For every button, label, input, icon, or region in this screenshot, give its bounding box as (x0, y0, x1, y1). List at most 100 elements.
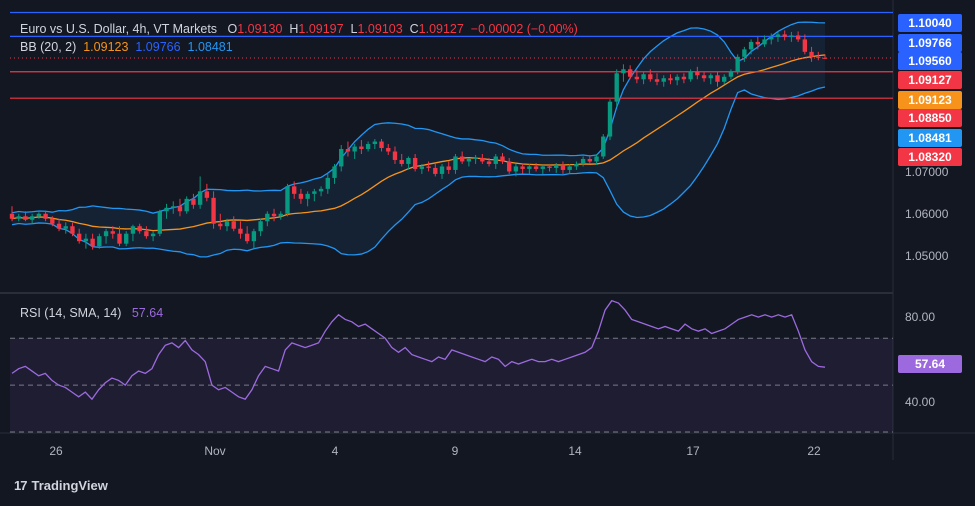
candle-body (466, 158, 472, 162)
candle-body (715, 75, 720, 82)
candle-body (251, 231, 257, 242)
high-value: 1.09197 (298, 22, 344, 36)
candle-body (755, 41, 760, 45)
high-label: H (289, 22, 299, 36)
time-label-4: 9 (451, 444, 459, 458)
symbol-header: Euro vs U.S. Dollar, 4h, VT Markets O1.0… (20, 22, 578, 36)
candle-body (554, 164, 559, 168)
candle-body (197, 191, 203, 205)
candle-body (735, 56, 740, 72)
candle-body (177, 206, 183, 212)
candle-body (90, 238, 95, 247)
close-label: C (409, 22, 419, 36)
candle-body (164, 207, 169, 212)
candle-body (339, 149, 344, 167)
candle-body (789, 35, 794, 37)
candle-body (574, 163, 579, 167)
candle-body (372, 141, 378, 145)
candle-body (775, 34, 781, 37)
time-label-7: 22 (807, 444, 821, 458)
tradingview-brand[interactable]: 17 TradingView (14, 478, 108, 493)
candle-body (722, 76, 727, 82)
candle-body (748, 41, 754, 50)
rsi-legend[interactable]: RSI (14, SMA, 14) 57.64 (20, 306, 163, 320)
candle-body (668, 78, 673, 81)
candle-body (587, 158, 593, 162)
change-value: −0.00002 (−0.00%) (470, 22, 578, 36)
rsi-name: RSI (14, SMA, 14) (20, 306, 122, 320)
time-label-5: 14 (568, 444, 582, 458)
candle-body (560, 164, 566, 170)
candle-body (298, 193, 304, 199)
price-tag-4: 1.09127 (898, 71, 962, 89)
candle-body (224, 221, 230, 227)
candle-body (507, 161, 512, 172)
candle-body (661, 78, 666, 82)
candle-body (63, 226, 68, 229)
candle-body (137, 226, 142, 232)
time-label-6: 17 (686, 444, 700, 458)
candle-body (769, 36, 774, 40)
candle-body (614, 73, 619, 102)
candle-body (681, 76, 687, 80)
bb-basis-value: 1.09123 (83, 40, 129, 54)
price-tag-3: 1.09560 (898, 52, 962, 70)
rsi-tick-40: 40.00 (905, 395, 936, 409)
candle-body (325, 177, 330, 189)
candle-body (144, 231, 149, 237)
time-label-2: Nov (204, 444, 226, 458)
candle-body (809, 51, 814, 57)
candle-body (594, 156, 599, 162)
candle-body (9, 213, 15, 219)
price-tag-6: 1.08850 (898, 109, 962, 127)
candle-body (36, 213, 42, 217)
candle-body (379, 141, 384, 149)
candle-body (285, 186, 290, 214)
candle-body (365, 144, 371, 150)
candle-body (386, 148, 391, 152)
candle-body (480, 157, 485, 162)
candle-body (130, 226, 136, 234)
candle-body (50, 218, 55, 224)
candle-body (547, 166, 552, 168)
candle-body (97, 236, 102, 247)
candle-body (345, 149, 351, 152)
bb-name: BB (20, 2) (20, 40, 77, 54)
candle-body (23, 216, 28, 220)
candle-body (782, 34, 787, 37)
candle-body (392, 151, 398, 160)
candle-body (433, 167, 438, 174)
bb-upper-value: 1.09766 (135, 40, 181, 54)
open-label: O (227, 22, 238, 36)
bb-basis-line (11, 54, 826, 232)
bb-lower-line (11, 86, 826, 258)
candle-body (231, 221, 236, 229)
candle-body (271, 213, 277, 217)
price-tick-1: 1.07000 (905, 165, 949, 179)
brand-name: TradingView (31, 478, 108, 493)
candle-body (244, 233, 250, 242)
bb-legend[interactable]: BB (20, 2) 1.09123 1.09766 1.08481 (20, 40, 233, 54)
candle-body (171, 206, 176, 208)
candle-body (439, 166, 445, 174)
bb-lower-value: 1.08481 (187, 40, 233, 54)
candle-body (486, 161, 492, 164)
candle-body (520, 166, 525, 169)
candle-body (627, 69, 633, 77)
candle-body (43, 213, 48, 219)
candle-body (292, 186, 297, 194)
candle-body (580, 158, 586, 164)
candle-body (473, 157, 478, 159)
candle-body (204, 191, 210, 198)
candle-body (648, 74, 653, 80)
candle-body (191, 198, 196, 205)
price-tag-7: 1.08481 (898, 129, 962, 147)
candle-body (701, 75, 707, 79)
candle-body (184, 198, 189, 212)
candle-body (110, 231, 115, 234)
candle-body (816, 56, 821, 58)
candle-body (56, 223, 62, 229)
candle-body (742, 49, 747, 57)
candle-body (695, 71, 700, 76)
